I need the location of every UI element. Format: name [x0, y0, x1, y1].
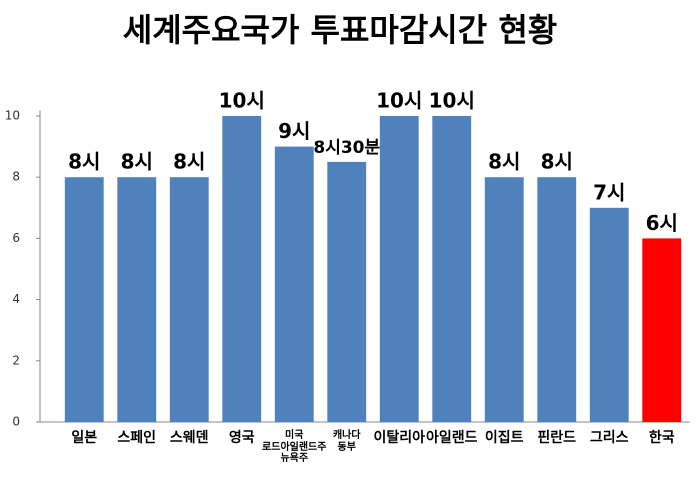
x-tick-label: 영국 — [228, 430, 255, 446]
x-tick-label: 스웨덴 — [169, 430, 209, 446]
x-tick-label: 이집트 — [484, 430, 524, 446]
value-label: 9시 — [278, 119, 310, 143]
x-tick-label: 아일랜드 — [425, 430, 478, 446]
x-tick-label: 미국 로드아일랜드주 뉴욕주 — [262, 430, 327, 464]
bar — [117, 177, 157, 422]
bar — [642, 238, 682, 422]
x-tick-label: 한국 — [648, 430, 675, 446]
bar — [274, 146, 314, 422]
bar — [379, 116, 419, 422]
x-tick-label: 핀란드 — [537, 430, 577, 446]
value-label: 7시 — [593, 180, 625, 204]
y-tick-label: 0 — [12, 415, 20, 429]
bar — [537, 177, 577, 422]
bar — [327, 161, 367, 422]
value-label: 8시 — [541, 150, 573, 174]
bar — [484, 177, 524, 422]
value-label: 10시 — [429, 89, 475, 113]
y-tick-label: 4 — [12, 292, 20, 306]
value-label: 8시 — [173, 150, 205, 174]
bar — [64, 177, 104, 422]
y-tick-label: 8 — [12, 170, 20, 184]
y-tick-label: 2 — [12, 353, 20, 367]
x-tick-label: 일본 — [71, 430, 98, 446]
bar — [589, 207, 629, 422]
value-label: 8시 — [488, 150, 520, 174]
y-tick-label: 6 — [12, 231, 20, 245]
chart-title: 세계주요국가 투표마감시간 현황 — [123, 11, 557, 49]
bar — [222, 116, 262, 422]
value-label: 8시 — [68, 150, 100, 174]
x-tick-label: 캐나다 동부 — [332, 430, 361, 453]
bar — [432, 116, 472, 422]
x-tick-label: 그리스 — [589, 430, 629, 446]
x-tick-label: 이탈리아 — [373, 430, 426, 446]
x-tick-label: 스페인 — [117, 430, 157, 446]
bar — [169, 177, 209, 422]
value-label: 8시30분 — [313, 138, 380, 158]
y-tick-label: 10 — [5, 109, 20, 123]
value-label: 10시 — [219, 89, 265, 113]
value-label: 10시 — [376, 89, 422, 113]
value-label: 6시 — [646, 211, 678, 235]
value-label: 8시 — [121, 150, 153, 174]
